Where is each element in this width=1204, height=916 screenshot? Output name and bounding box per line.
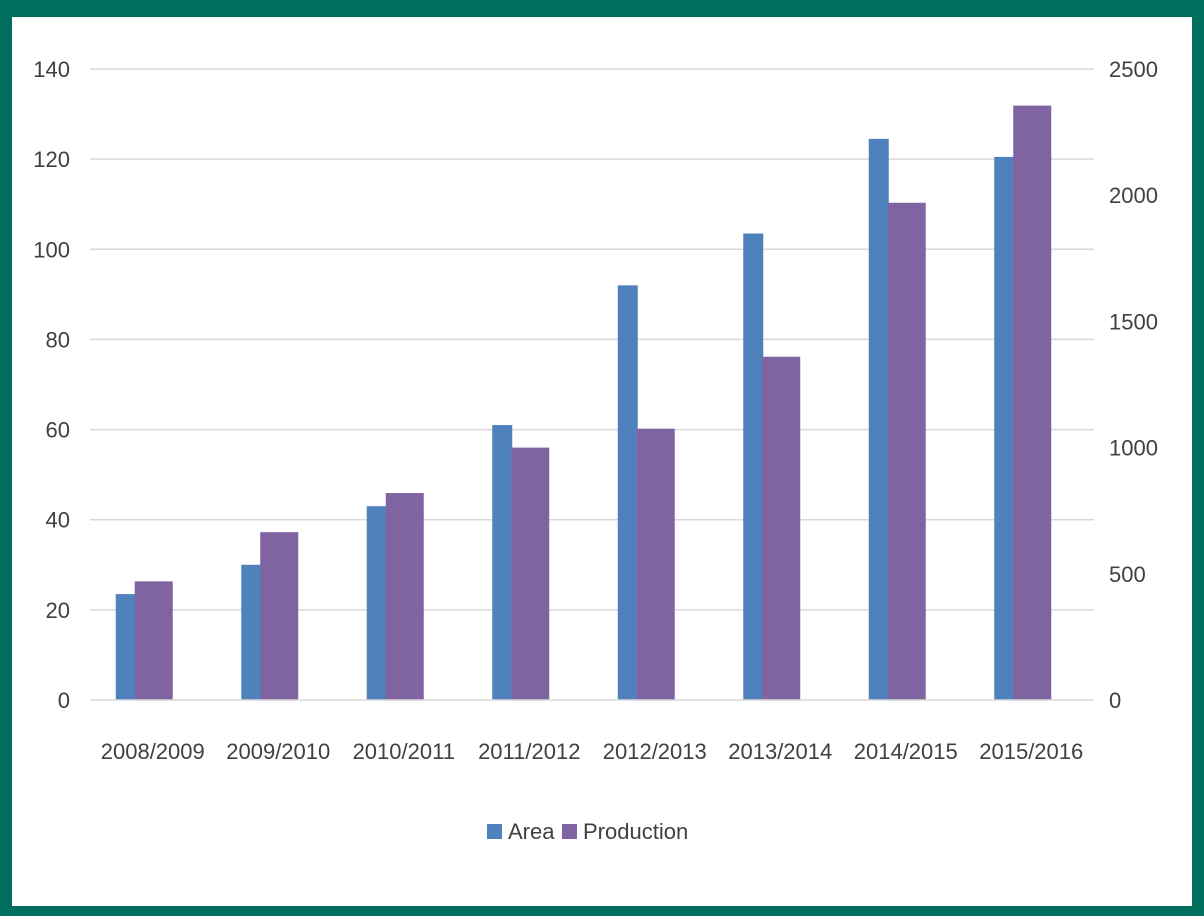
area-bar (994, 156, 1015, 700)
y-left-tick-label: 20 (46, 598, 70, 623)
bar-series (115, 105, 1052, 700)
x-tick-label: 2014/2015 (854, 739, 958, 764)
production-bar (260, 532, 299, 700)
chart-frame: 0 20 40 60 80 100 120 140 0 500 1000 1500 2000 2500 … (12, 17, 1192, 906)
area-bar (492, 425, 513, 700)
legend-label: Area (508, 819, 555, 844)
x-tick-label: 2009/2010 (226, 739, 330, 764)
y-right-tick-label: 2500 (1109, 57, 1158, 82)
y-axis-right: 0 500 1000 1500 2000 2500 (1109, 57, 1158, 713)
area-bar (868, 138, 889, 700)
x-tick-label: 2012/2013 (603, 739, 707, 764)
y-left-tick-label: 60 (46, 418, 70, 443)
x-tick-label: 2010/2011 (353, 739, 455, 764)
y-left-tick-label: 80 (46, 327, 70, 352)
y-left-tick-label: 0 (58, 688, 70, 713)
y-right-tick-label: 1500 (1109, 309, 1158, 334)
area-bar (743, 233, 764, 700)
production-bar (636, 428, 675, 700)
y-left-tick-label: 40 (46, 508, 70, 533)
area-bar (617, 285, 638, 700)
legend-label: Production (583, 819, 688, 844)
production-bar (385, 493, 424, 700)
area-bar (241, 564, 262, 700)
y-right-tick-label: 2000 (1109, 183, 1158, 208)
production-bar (511, 447, 550, 700)
area-bar (366, 506, 387, 700)
y-left-tick-label: 140 (33, 57, 70, 82)
production-bar (134, 581, 173, 700)
x-axis: 2008/2009 2009/2010 2010/2011 2011/2012 2012… (101, 739, 1084, 764)
y-right-tick-label: 500 (1109, 562, 1146, 587)
legend-swatch (562, 824, 577, 839)
production-bar (887, 202, 926, 700)
legend: Area Production (487, 819, 688, 844)
x-tick-label: 2011/2012 (478, 739, 580, 764)
y-axis-left: 0 20 40 60 80 100 120 140 (33, 57, 70, 713)
area-bar (115, 594, 136, 700)
y-right-tick-label: 1000 (1109, 436, 1158, 461)
y-right-tick-label: 0 (1109, 688, 1121, 713)
x-tick-label: 2013/2014 (728, 739, 832, 764)
gridlines (90, 68, 1094, 611)
production-bar (762, 356, 801, 700)
production-bar (1013, 105, 1052, 700)
x-tick-label: 2015/2016 (979, 739, 1083, 764)
legend-swatch (487, 824, 502, 839)
x-tick-label: 2008/2009 (101, 739, 205, 764)
y-left-tick-label: 120 (33, 147, 70, 172)
y-left-tick-label: 100 (33, 237, 70, 262)
